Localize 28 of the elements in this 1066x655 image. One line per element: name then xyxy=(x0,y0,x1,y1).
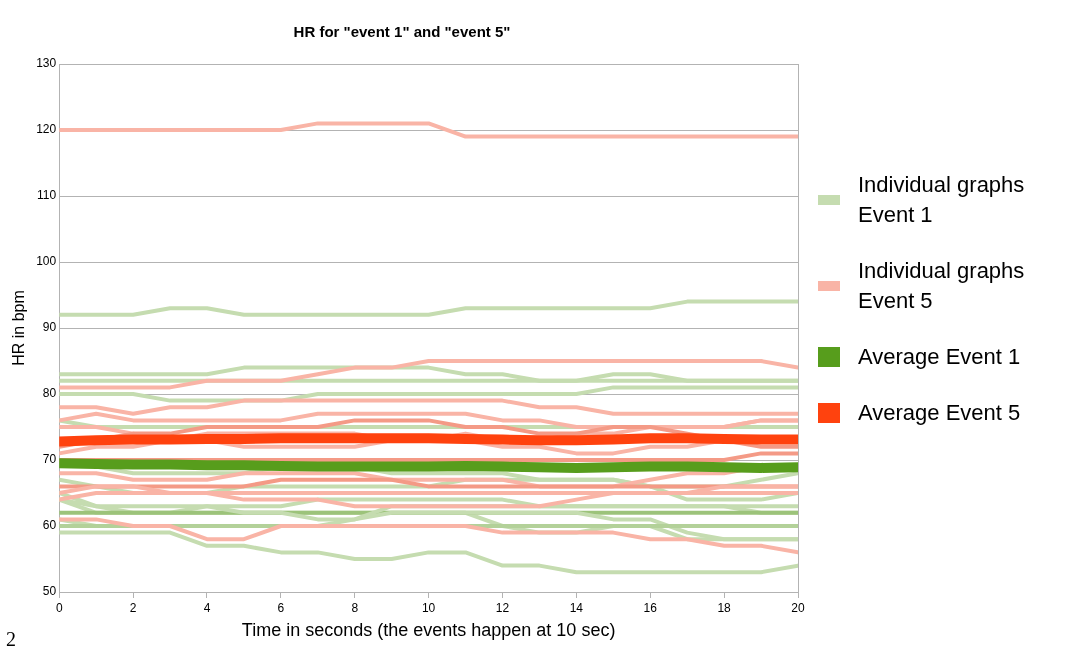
x-tick-label: 2 xyxy=(129,600,137,615)
chart-title: HR for "event 1" and "event 5" xyxy=(293,23,511,41)
legend-label: Individual graphs Event 5 xyxy=(858,257,1026,315)
y-tick-label: 120 xyxy=(36,122,57,137)
y-tick-label: 90 xyxy=(42,320,57,335)
legend-label: Average Event 5 xyxy=(858,399,1022,427)
x-tick-label: 16 xyxy=(643,600,658,615)
x-tick-label: 10 xyxy=(421,600,436,615)
y-tick-label: 100 xyxy=(36,254,57,269)
legend-label: Average Event 1 xyxy=(858,343,1022,371)
y-tick-label: 50 xyxy=(42,584,57,599)
x-tick-label: 20 xyxy=(791,600,805,615)
y-tick-label: 110 xyxy=(37,188,57,203)
y-axis-title: HR in bpm xyxy=(10,290,28,366)
x-axis-title: Time in seconds (the events happen at 10 sec) xyxy=(241,620,616,641)
x-tick-label: 0 xyxy=(55,600,63,615)
y-tick-label: 70 xyxy=(42,452,57,467)
legend-label: Individual graphs Event 1 xyxy=(858,171,1026,229)
y-tick-label: 60 xyxy=(42,518,57,533)
x-tick-label: 4 xyxy=(203,600,211,615)
x-tick-label: 18 xyxy=(717,600,732,615)
x-tick-label: 8 xyxy=(351,600,359,615)
x-tick-label: 12 xyxy=(495,600,510,615)
x-tick-label: 6 xyxy=(277,600,285,615)
y-tick-label: 130 xyxy=(36,56,57,71)
y-tick-label: 80 xyxy=(42,386,57,401)
x-tick-label: 14 xyxy=(569,600,584,615)
text: 2 xyxy=(6,628,16,651)
